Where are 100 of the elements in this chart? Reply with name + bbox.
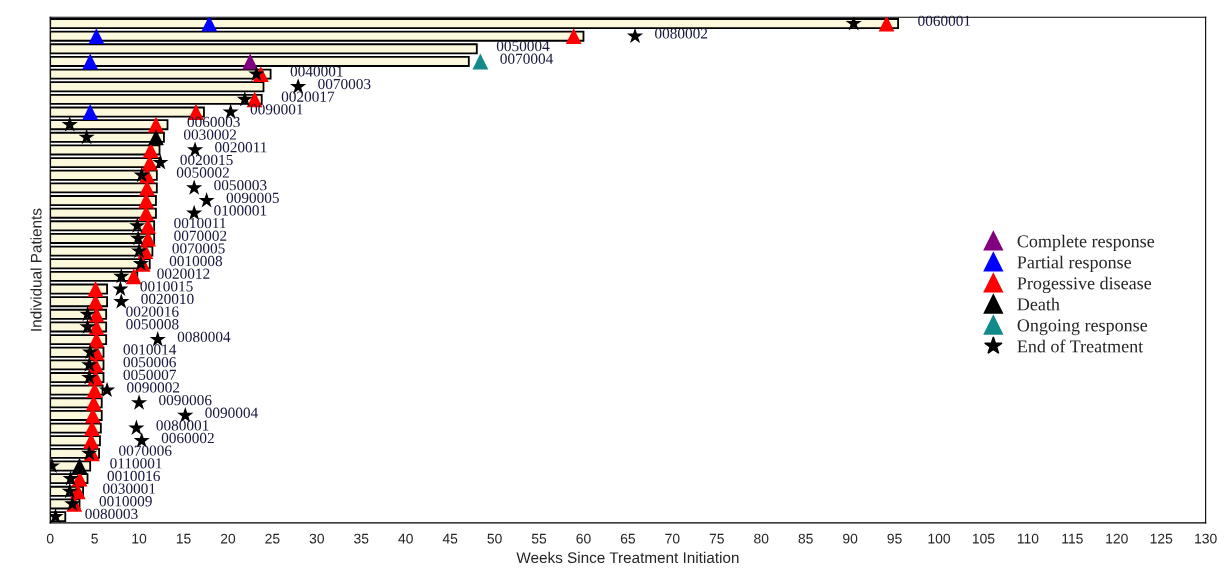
legend-label: Ongoing response bbox=[1017, 319, 1148, 336]
point bbox=[81, 356, 98, 372]
x-tick-label: 15 bbox=[176, 533, 191, 544]
point bbox=[148, 116, 164, 133]
y-tick-label: 0070003 bbox=[318, 78, 371, 90]
x-tick-label: 120 bbox=[1106, 533, 1128, 544]
x-tick-label: 25 bbox=[265, 533, 280, 544]
point bbox=[130, 394, 148, 410]
point bbox=[61, 116, 78, 132]
x-tick-label: 0 bbox=[46, 533, 54, 544]
x-tick-label: 105 bbox=[972, 533, 995, 544]
point bbox=[79, 318, 96, 334]
point bbox=[152, 154, 169, 170]
y-tick-label: 0050002 bbox=[176, 167, 229, 178]
x-tick-label: 95 bbox=[887, 533, 902, 544]
x-tick-label: 65 bbox=[620, 533, 636, 544]
x-tick-label: 30 bbox=[309, 533, 325, 544]
legend-label: Complete response bbox=[1017, 234, 1155, 252]
y-tick-label: 0070002 bbox=[174, 230, 227, 241]
point bbox=[79, 305, 96, 322]
y-tick-label: 0020017 bbox=[281, 91, 335, 102]
y-tick-label: 0090006 bbox=[159, 394, 212, 406]
point bbox=[87, 281, 104, 297]
y-tick-label: 0030001 bbox=[103, 483, 156, 494]
point bbox=[62, 470, 79, 486]
y-tick-label: 0010015 bbox=[140, 281, 193, 292]
x-tick-label: 100 bbox=[928, 533, 951, 544]
y-tick-label: 0010008 bbox=[169, 255, 223, 267]
point bbox=[88, 28, 105, 45]
x-tick-label: 40 bbox=[398, 533, 413, 544]
y-tick-label: 0100001 bbox=[214, 205, 267, 216]
x-tick-label: 50 bbox=[487, 533, 502, 544]
x-tick-label: 130 bbox=[1195, 533, 1217, 544]
point bbox=[82, 343, 99, 360]
x-tick-label: 20 bbox=[220, 533, 236, 544]
x-tick-label: 85 bbox=[798, 533, 813, 544]
point bbox=[148, 129, 164, 146]
point bbox=[186, 179, 203, 195]
point bbox=[201, 17, 218, 32]
point bbox=[878, 17, 895, 32]
x-tick-label: 80 bbox=[754, 533, 769, 544]
point bbox=[113, 267, 130, 284]
point bbox=[133, 166, 150, 183]
y-tick-label: 0080004 bbox=[177, 331, 231, 343]
y-tick-label: 0030002 bbox=[183, 129, 237, 140]
y-tick-label: 0090005 bbox=[226, 192, 279, 203]
y-tick-label: 0020016 bbox=[126, 306, 179, 317]
y-tick-label: 0050008 bbox=[126, 319, 179, 330]
y-tick-label: 0020010 bbox=[141, 293, 194, 305]
y-tick-label: 0070005 bbox=[172, 243, 225, 254]
x-tick-label: 45 bbox=[442, 533, 458, 544]
x-tick-label: 35 bbox=[354, 533, 369, 544]
y-tick-label: 0050003 bbox=[214, 180, 267, 191]
point bbox=[845, 17, 862, 31]
y-tick-label: 0060002 bbox=[161, 432, 214, 444]
x-tick-label: 5 bbox=[91, 533, 98, 544]
point bbox=[82, 53, 99, 70]
x-tick-label: 70 bbox=[665, 533, 680, 544]
point bbox=[112, 280, 129, 296]
y-tick-label: 0080002 bbox=[655, 28, 708, 39]
x-tick-label: 10 bbox=[132, 533, 147, 544]
point bbox=[81, 369, 98, 385]
y-tick-label: 0010014 bbox=[123, 344, 177, 355]
y-tick-label: 0040001 bbox=[290, 66, 343, 77]
y-tick-label: 0060003 bbox=[187, 116, 240, 128]
y-tick-label: 0090004 bbox=[205, 407, 258, 418]
y-tick-label: 0020012 bbox=[157, 268, 210, 279]
y-tick-label: 0070004 bbox=[500, 53, 554, 64]
y-axis-title: Individual Patients bbox=[30, 208, 42, 331]
x-axis-title: Weeks Since Treatment Initiation bbox=[516, 551, 739, 564]
legend-label: Death bbox=[1017, 297, 1060, 311]
point bbox=[198, 192, 215, 208]
y-tick-label: 0050007 bbox=[123, 369, 176, 380]
x-tick-label: 60 bbox=[576, 533, 591, 544]
x-tick-label: 75 bbox=[709, 533, 724, 544]
point bbox=[78, 128, 95, 145]
y-tick-label: 0080003 bbox=[85, 508, 138, 520]
y-tick-label: 0090002 bbox=[127, 382, 180, 393]
x-tick-label: 125 bbox=[1150, 533, 1173, 544]
legend-label: Partial response bbox=[1017, 255, 1132, 273]
point bbox=[248, 65, 265, 81]
y-tick-label: 0050006 bbox=[123, 357, 176, 368]
y-tick-label: 0060001 bbox=[918, 15, 971, 26]
legend-label: End of Treatment bbox=[1017, 339, 1144, 353]
point bbox=[565, 28, 582, 45]
point bbox=[130, 242, 148, 258]
point bbox=[125, 268, 142, 285]
point bbox=[61, 482, 78, 499]
y-tick-label: 0020015 bbox=[180, 154, 233, 166]
point bbox=[82, 104, 99, 120]
y-tick-label: 0090001 bbox=[250, 104, 303, 115]
y-tick-label: 0080001 bbox=[156, 420, 209, 431]
y-tick-label: 0010009 bbox=[99, 496, 152, 507]
legend-label: Progessive disease bbox=[1017, 276, 1152, 294]
y-tick-label: 0050004 bbox=[496, 40, 550, 52]
y-tick-label: 0010011 bbox=[174, 217, 226, 229]
y-tick-label: 0010016 bbox=[107, 470, 160, 482]
y-tick-label: 0110001 bbox=[110, 458, 162, 469]
point bbox=[130, 229, 147, 246]
y-tick-label: 0070006 bbox=[119, 445, 172, 456]
